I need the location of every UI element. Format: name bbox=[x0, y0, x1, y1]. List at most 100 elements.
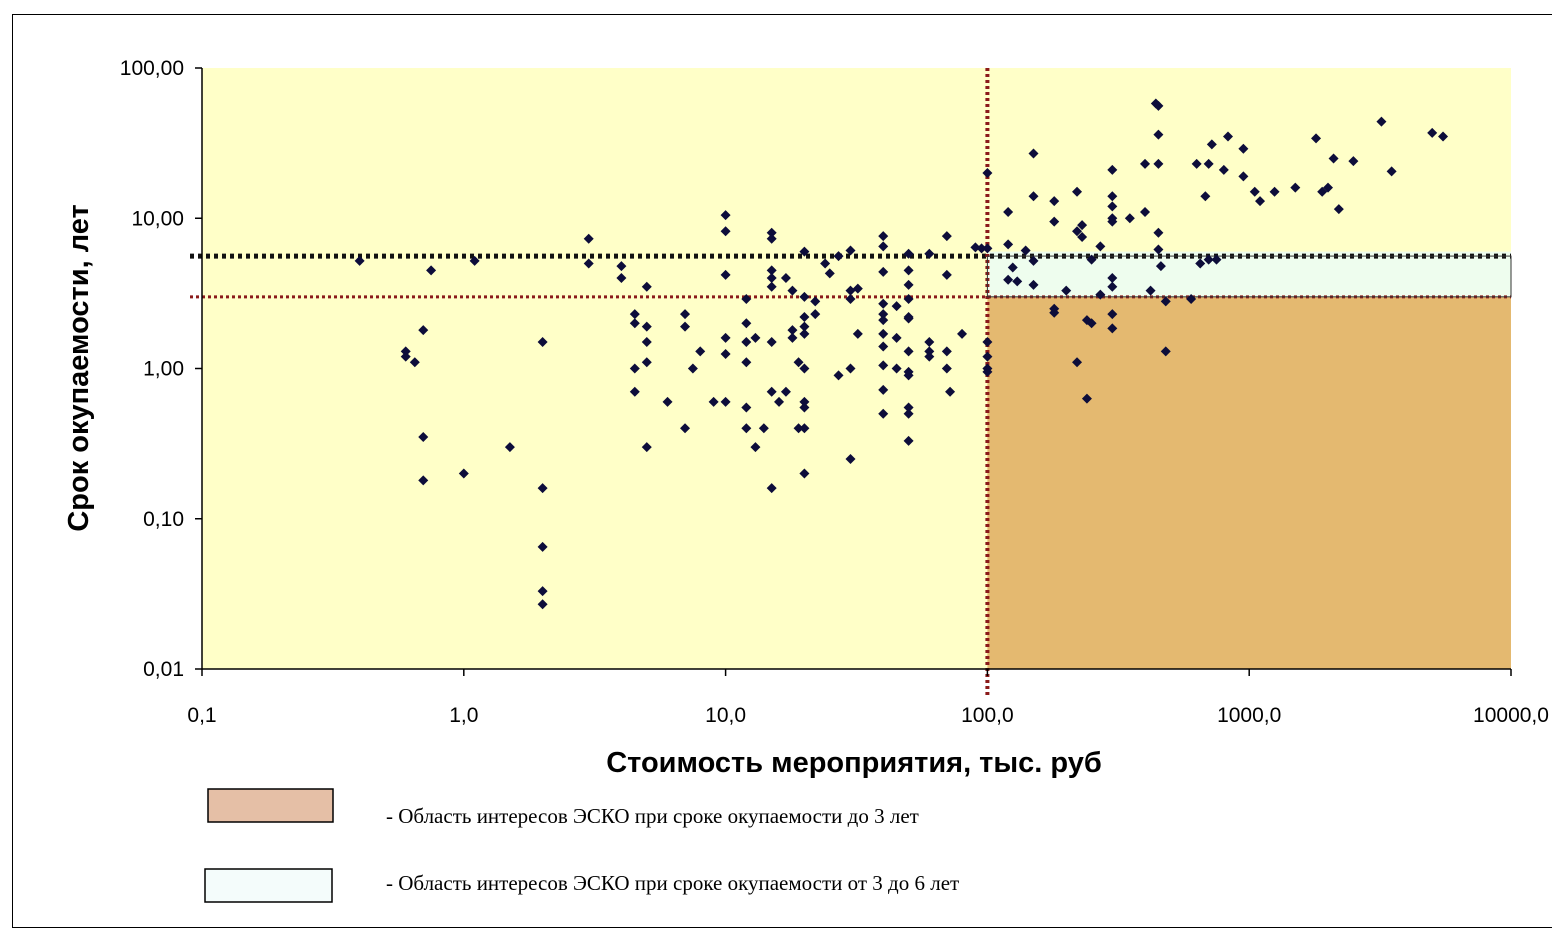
data-point bbox=[903, 279, 914, 290]
data-point bbox=[537, 483, 548, 494]
data-point bbox=[687, 363, 698, 374]
x-tick-label: 0,1 bbox=[187, 704, 216, 727]
data-point bbox=[941, 363, 952, 374]
data-point bbox=[1255, 196, 1266, 207]
data-point bbox=[982, 337, 993, 348]
data-point bbox=[1427, 127, 1438, 138]
data-point bbox=[1086, 254, 1097, 265]
data-point bbox=[504, 442, 515, 453]
data-point bbox=[780, 273, 791, 284]
data-point bbox=[982, 366, 993, 377]
data-point bbox=[903, 346, 914, 357]
data-point bbox=[1107, 164, 1118, 175]
data-point bbox=[1238, 143, 1249, 154]
data-point bbox=[810, 296, 821, 307]
data-point bbox=[766, 483, 777, 494]
x-tick-label: 10000,0 bbox=[1473, 704, 1549, 727]
data-point bbox=[1095, 289, 1106, 300]
data-point bbox=[641, 357, 652, 368]
data-point bbox=[1145, 285, 1156, 296]
data-point bbox=[766, 233, 777, 244]
y-tick-label: 10,00 bbox=[131, 207, 184, 230]
data-point bbox=[1323, 182, 1334, 193]
data-point bbox=[720, 269, 731, 280]
data-point bbox=[924, 351, 935, 362]
data-point bbox=[741, 337, 752, 348]
data-point bbox=[680, 321, 691, 332]
data-point bbox=[1020, 245, 1031, 256]
x-tick-label: 1,0 bbox=[449, 704, 478, 727]
data-point bbox=[1107, 216, 1118, 227]
data-point bbox=[1203, 158, 1214, 169]
data-point bbox=[1077, 220, 1088, 231]
data-point bbox=[741, 357, 752, 368]
data-point bbox=[1211, 254, 1222, 265]
data-point bbox=[878, 328, 889, 339]
data-point bbox=[766, 273, 777, 284]
data-point bbox=[891, 363, 902, 374]
data-point bbox=[537, 599, 548, 610]
data-point bbox=[662, 396, 673, 407]
axes bbox=[195, 67, 1512, 676]
data-point bbox=[1438, 131, 1449, 142]
data-point bbox=[616, 273, 627, 284]
x-tick-label: 100,0 bbox=[961, 704, 1014, 727]
data-point bbox=[852, 328, 863, 339]
data-point bbox=[1153, 100, 1164, 111]
data-point bbox=[1003, 239, 1014, 250]
data-point bbox=[982, 351, 993, 362]
data-point bbox=[793, 357, 804, 368]
data-point bbox=[1290, 182, 1301, 193]
data-point bbox=[695, 346, 706, 357]
region-3-to-6-years bbox=[987, 251, 1511, 297]
data-point bbox=[1155, 261, 1166, 272]
legend-swatch-3-to-6 bbox=[204, 868, 333, 903]
data-point bbox=[1049, 307, 1060, 318]
data-point bbox=[845, 363, 856, 374]
y-axis-title: Срок окупаемости, лет bbox=[63, 204, 95, 531]
data-point bbox=[976, 243, 987, 254]
data-point bbox=[766, 265, 777, 276]
data-point bbox=[793, 423, 804, 434]
data-point bbox=[1107, 323, 1118, 334]
data-point bbox=[799, 402, 810, 413]
data-point bbox=[799, 246, 810, 257]
data-point bbox=[1348, 156, 1359, 167]
legend-label-under-3: - Область интересов ЭСКО при сроке окупа… bbox=[386, 804, 919, 828]
data-point bbox=[720, 226, 731, 237]
data-point bbox=[537, 586, 548, 597]
data-point bbox=[903, 294, 914, 305]
data-point bbox=[629, 318, 640, 329]
data-point bbox=[1072, 226, 1083, 237]
data-point bbox=[852, 283, 863, 294]
data-point bbox=[766, 227, 777, 238]
data-point bbox=[1061, 285, 1072, 296]
data-point bbox=[1203, 254, 1214, 265]
data-point bbox=[1386, 166, 1397, 177]
y-tick-label: 0,10 bbox=[143, 508, 184, 531]
data-point bbox=[878, 298, 889, 309]
data-point bbox=[1081, 393, 1092, 404]
data-point bbox=[903, 435, 914, 446]
x-axis-title: Стоимость мероприятия, тыс. руб bbox=[606, 747, 1102, 779]
data-point bbox=[1107, 309, 1118, 320]
data-point bbox=[774, 396, 785, 407]
data-point bbox=[924, 248, 935, 259]
data-point bbox=[878, 309, 889, 320]
data-point bbox=[1186, 294, 1197, 305]
data-point bbox=[957, 328, 968, 339]
data-point bbox=[400, 351, 411, 362]
data-point bbox=[878, 408, 889, 419]
data-point bbox=[354, 255, 365, 266]
data-point bbox=[720, 210, 731, 221]
data-point bbox=[708, 396, 719, 407]
data-point bbox=[1077, 232, 1088, 243]
x-tick-labels: 0,1 1,0 10,0 100,0 1000,0 10000,0 bbox=[187, 704, 1549, 727]
data-point bbox=[418, 432, 429, 443]
data-point bbox=[641, 442, 652, 453]
data-point bbox=[1086, 318, 1097, 329]
data-point bbox=[1049, 196, 1060, 207]
data-point bbox=[1160, 346, 1171, 357]
data-point bbox=[537, 541, 548, 552]
y-tick-labels: 0,01 0,10 1,00 10,00 100,00 bbox=[120, 57, 184, 681]
